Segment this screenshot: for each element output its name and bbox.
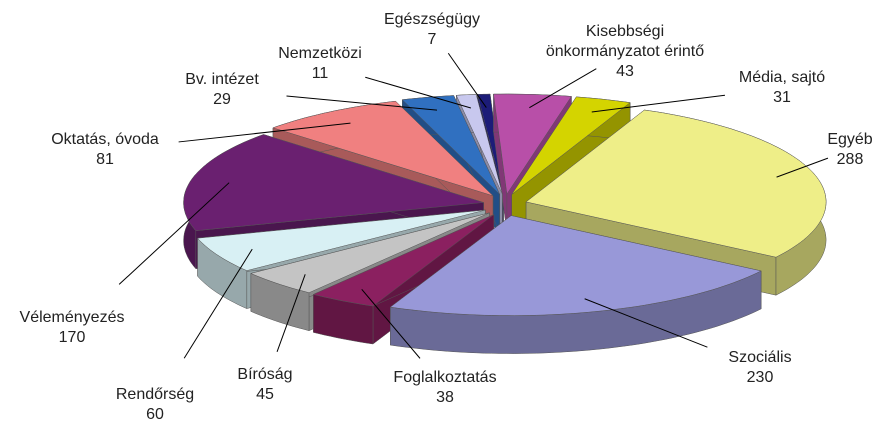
category-name: Foglalkoztatás xyxy=(393,369,497,386)
category-name: Egészségügy xyxy=(383,11,481,28)
value-label: 60 xyxy=(146,406,164,423)
value-label: 7 xyxy=(427,31,437,48)
value-label: 43 xyxy=(616,63,634,80)
pie-slice xyxy=(389,215,762,354)
slice-label: Egészségügy 7 xyxy=(384,10,480,50)
leader-line xyxy=(447,52,487,108)
slice-label: Nemzetközi 11 xyxy=(278,44,362,84)
slice-label: Szociális 230 xyxy=(728,348,791,388)
category-name: Bíróság xyxy=(237,366,293,383)
leader-line xyxy=(183,248,253,359)
category-name: Véleményezés xyxy=(19,309,125,326)
slice-top xyxy=(493,93,572,195)
leader-line xyxy=(118,182,230,285)
slice-top xyxy=(312,214,495,307)
value-label: 29 xyxy=(213,91,231,108)
slice-label: Bv. intézet 29 xyxy=(185,70,259,110)
leader-line xyxy=(286,95,438,111)
slice-label: Foglalkoztatás 38 xyxy=(393,368,496,408)
category-name: Egyéb xyxy=(827,131,873,148)
slice-label: Bíróság 45 xyxy=(237,365,292,405)
slice-top xyxy=(511,96,631,195)
slice-top xyxy=(250,212,490,293)
value-label: 81 xyxy=(96,151,114,168)
value-label: 170 xyxy=(58,329,86,346)
leader-line xyxy=(591,94,725,113)
category-name: Szociális xyxy=(728,349,792,366)
leader-line xyxy=(361,288,421,359)
value-label: 230 xyxy=(746,369,774,386)
value-label: 31 xyxy=(773,89,791,106)
slice-label: Média, sajtó 31 xyxy=(739,68,825,108)
slice-label: Kisebbségi önkormányzatot érintő 43 xyxy=(540,22,710,82)
leader-line xyxy=(178,122,351,143)
category-name: Oktatás, óvoda xyxy=(51,131,159,148)
leader-line xyxy=(365,76,472,109)
slice-label: Rendőrség 60 xyxy=(116,385,194,425)
category-name: Kisebbségi önkormányzatot érintő xyxy=(545,23,705,60)
slice-top xyxy=(272,100,494,197)
leader-line xyxy=(276,274,306,352)
slice-label: Véleményezés 170 xyxy=(20,308,125,348)
category-name: Bv. intézet xyxy=(185,71,259,88)
value-label: 288 xyxy=(836,151,864,168)
value-label: 38 xyxy=(436,389,454,406)
slice-label: Egyéb 288 xyxy=(827,130,872,170)
category-name: Nemzetközi xyxy=(278,45,362,62)
category-name: Média, sajtó xyxy=(738,69,826,86)
value-label: 11 xyxy=(311,65,329,82)
slice-top xyxy=(401,95,500,195)
slice-label: Oktatás, óvoda 81 xyxy=(51,130,159,170)
value-label: 45 xyxy=(256,386,274,403)
slice-top xyxy=(183,134,484,231)
slice-top xyxy=(455,94,503,195)
slice-top xyxy=(197,209,486,271)
leader-line xyxy=(776,157,829,178)
leader-line xyxy=(529,68,597,109)
slice-top xyxy=(389,215,762,316)
leader-line xyxy=(584,298,708,348)
slice-top xyxy=(525,109,827,258)
category-name: Rendőrség xyxy=(115,386,195,403)
